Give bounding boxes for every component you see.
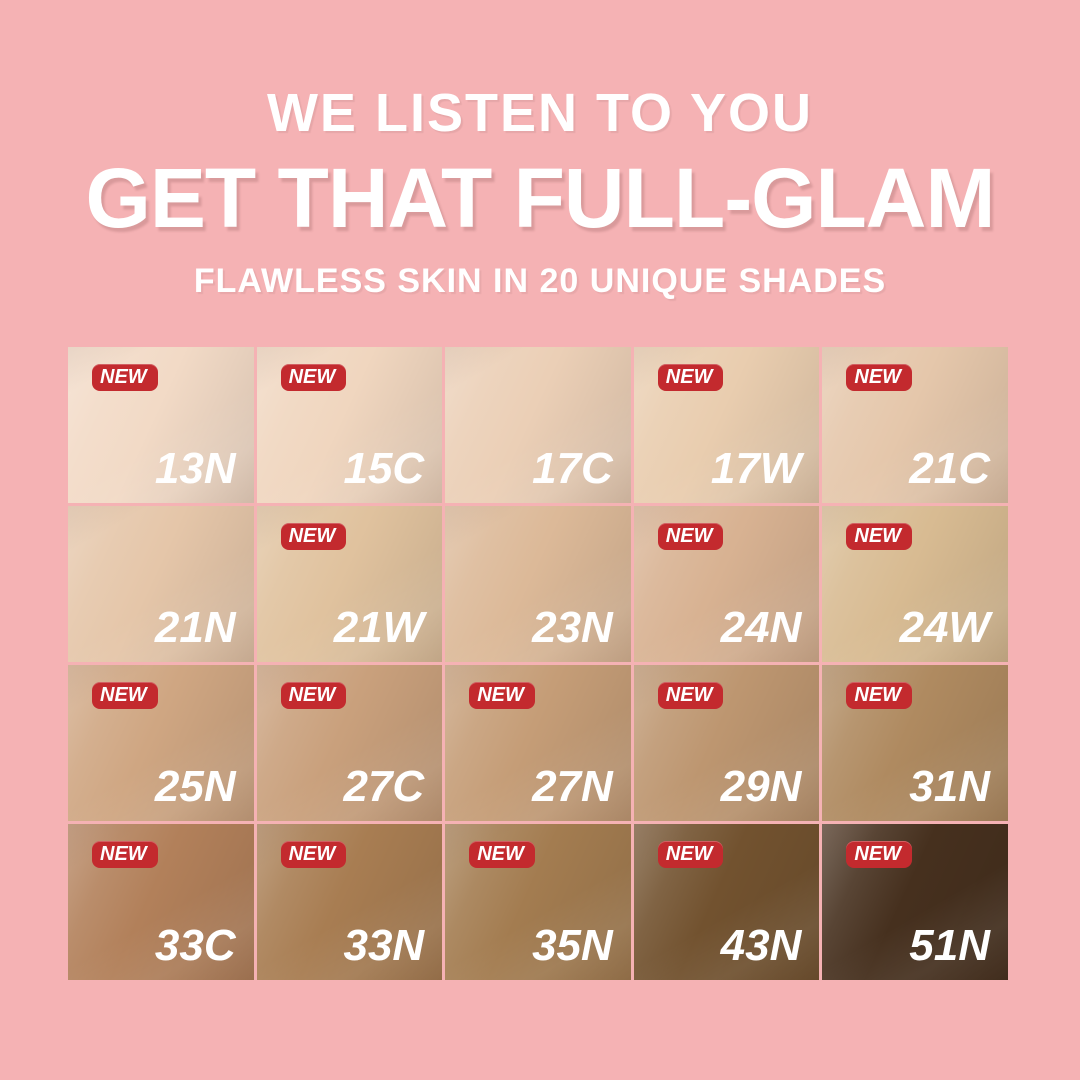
shade-code-label: 35N [532,921,613,970]
shade-swatch: NEW 15C [256,347,443,503]
new-badge: NEW [92,364,158,391]
new-badge: NEW [280,364,347,391]
shade-swatch: NEW 23N [445,506,631,662]
shade-code-label: 21W [333,603,425,652]
shade-swatch: NEW 24W [822,506,1008,662]
shade-swatch: NEW 27C [256,665,443,821]
shade-code-label: 43N [720,921,802,970]
new-badge: NEW [469,841,535,868]
new-badge: NEW [846,523,913,550]
new-badge: NEW [657,523,724,550]
shade-code-label: 29N [720,762,802,811]
new-badge: NEW [92,841,158,868]
headline-subtitle: FLAWLESS SKIN IN 20 UNIQUE SHADES [193,262,887,300]
new-badge: NEW [280,523,347,550]
shade-swatch: NEW 51N [822,824,1008,980]
new-badge: NEW [469,682,535,709]
new-badge: NEW [657,682,724,709]
shade-code-label: 17W [710,444,802,493]
shade-code-label: 24N [720,603,802,652]
shade-code-label: 33C [154,921,236,970]
shade-code-label: 23N [532,603,613,652]
shade-swatch: NEW 17W [633,347,820,503]
shade-grid: NEW 13N NEW 15C NEW 17C NEW 17W NEW 21C … [68,347,1008,980]
shade-swatch: NEW 24N [633,506,820,662]
shade-swatch: NEW 13N [68,347,254,503]
shade-code-label: 25N [154,762,236,811]
shade-code-label: 51N [909,921,990,970]
shade-swatch: NEW 31N [822,665,1008,821]
new-badge: NEW [92,682,158,709]
shade-swatch: NEW 43N [633,824,820,980]
shade-code-label: 24W [899,603,990,652]
shade-swatch: NEW 33N [256,824,443,980]
shade-code-label: 15C [343,444,425,493]
shade-code-label: 33N [343,921,425,970]
shade-swatch: NEW 35N [445,824,631,980]
shade-code-label: 27C [343,762,425,811]
header: WE LISTEN TO YOU GET THAT FULL-GLAM FLAW… [0,0,1080,298]
shade-swatch: NEW 25N [68,665,254,821]
shade-code-label: 21N [154,603,236,652]
new-badge: NEW [846,841,913,868]
headline-main: GET THAT FULL-GLAM [85,151,996,245]
shade-swatch: NEW 27N [445,665,631,821]
new-badge: NEW [280,841,347,868]
shade-code-label: 17C [532,444,613,493]
shade-code-label: 21C [909,444,990,493]
new-badge: NEW [846,682,913,709]
shade-swatch: NEW 21W [256,506,443,662]
shade-code-label: 13N [154,444,236,493]
shade-swatch: NEW 17C [445,347,631,503]
headline-kicker: WE LISTEN TO YOU [266,83,814,143]
new-badge: NEW [657,364,724,391]
shade-code-label: 27N [532,762,613,811]
new-badge: NEW [846,364,913,391]
new-badge: NEW [657,841,724,868]
new-badge: NEW [280,682,347,709]
shade-swatch: NEW 29N [633,665,820,821]
shade-swatch: NEW 21N [68,506,254,662]
shade-code-label: 31N [909,762,990,811]
shade-swatch: NEW 33C [68,824,254,980]
shade-swatch: NEW 21C [822,347,1008,503]
